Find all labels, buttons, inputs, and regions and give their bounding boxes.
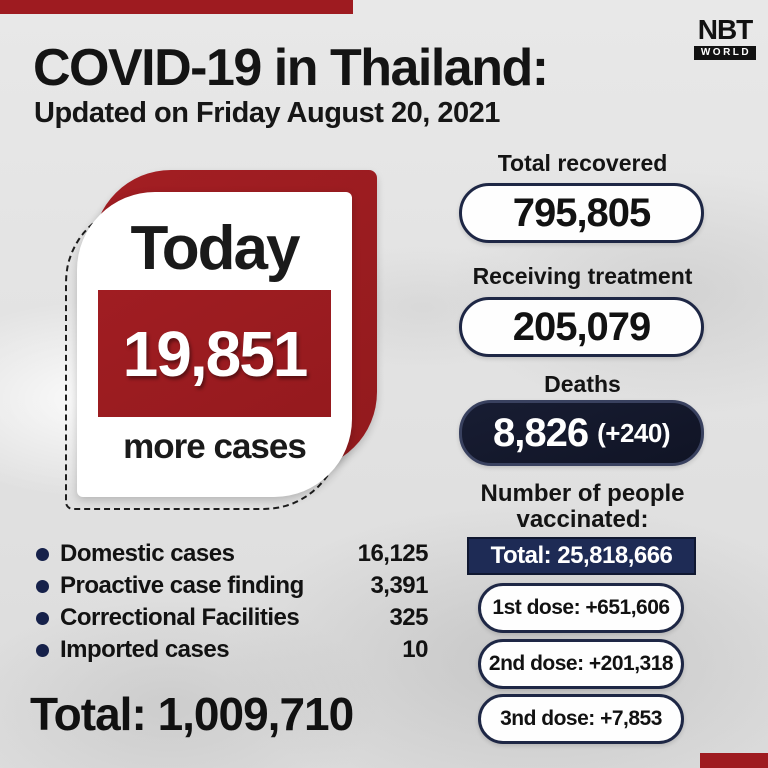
nbt-world-logo: NBT WORLD	[694, 16, 756, 60]
list-item-value: 10	[402, 636, 428, 663]
list-item-label: Proactive case finding	[60, 572, 304, 599]
dose-3rd-value: 3nd dose: +7,853	[500, 707, 662, 730]
total-recovered-value: 795,805	[512, 190, 652, 235]
stat-label-total-recovered: Total recovered	[497, 150, 668, 176]
dose-pill-2nd: 2nd dose: +201,318	[478, 639, 684, 689]
today-card-front: Today 19,851 more cases	[77, 192, 352, 497]
deaths-value: 8,826	[493, 410, 589, 455]
dose-2nd-value: 2nd dose: +201,318	[488, 652, 674, 675]
top-red-bar	[0, 0, 353, 14]
list-item-label: Domestic cases	[60, 540, 235, 567]
stat-label-receiving-treatment: Receiving treatment	[472, 263, 693, 289]
receiving-treatment-value: 205,079	[512, 304, 652, 349]
list-item-label: Correctional Facilities	[60, 604, 300, 631]
logo-nbt-text: NBT	[697, 14, 754, 45]
vaccination-total-value: Total: 25,818,666	[490, 542, 673, 569]
page-subtitle: Updated on Friday August 20, 2021	[34, 97, 500, 129]
grand-total-cases: Total: 1,009,710	[30, 688, 354, 740]
bullet-icon	[36, 643, 49, 657]
deaths-delta: (+240)	[597, 417, 670, 448]
list-item-value: 3,391	[370, 572, 428, 599]
list-item-correctional: Correctional Facilities 325	[36, 602, 428, 634]
stat-pill-receiving-treatment: 205,079	[459, 297, 704, 357]
dose-pill-3rd: 3nd dose: +7,853	[478, 694, 684, 744]
list-item-imported: Imported cases 10	[36, 634, 428, 666]
dose-pill-1st: 1st dose: +651,606	[478, 583, 684, 633]
today-label: Today	[130, 214, 301, 283]
vaccination-heading-line1: Number of people	[480, 480, 685, 507]
list-item-value: 16,125	[357, 540, 429, 567]
list-item-value: 325	[389, 604, 428, 631]
list-item-label: Imported cases	[60, 636, 230, 663]
vaccination-total-bar: Total: 25,818,666	[467, 537, 696, 575]
stat-pill-deaths: 8,826 (+240)	[459, 400, 704, 466]
stat-label-deaths: Deaths	[544, 371, 621, 397]
list-item-domestic: Domestic cases 16,125	[36, 538, 429, 570]
bullet-icon	[36, 547, 49, 561]
bottom-right-red-bar	[700, 753, 768, 768]
case-breakdown-list: Domestic cases 16,125 Proactive case fin…	[36, 538, 429, 666]
today-caption: more cases	[123, 427, 307, 467]
vaccination-heading-line2: vaccinated:	[516, 505, 649, 533]
bullet-icon	[36, 579, 49, 593]
stat-pill-total-recovered: 795,805	[459, 183, 704, 243]
logo-world-badge: WORLD	[694, 46, 756, 60]
today-cases-card: Today 19,851 more cases	[65, 168, 385, 516]
list-item-proactive: Proactive case finding 3,391	[36, 570, 428, 602]
today-new-cases-value: 19,851	[122, 317, 309, 390]
page-title: COVID-19 in Thailand:	[33, 39, 549, 97]
vaccination-heading: Number of people vaccinated:	[440, 481, 725, 533]
today-value-box: 19,851	[98, 290, 331, 418]
bullet-icon	[36, 611, 49, 625]
dose-1st-value: 1st dose: +651,606	[492, 596, 670, 619]
